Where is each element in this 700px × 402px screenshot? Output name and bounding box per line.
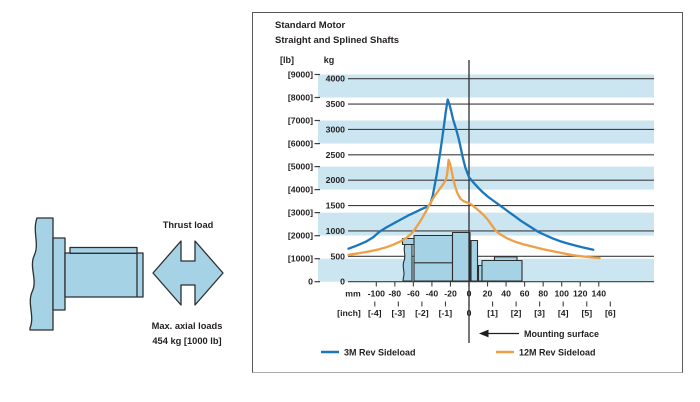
- svg-text:80: 80: [538, 289, 548, 299]
- svg-text:120: 120: [573, 289, 588, 299]
- kg-gridlines: [348, 78, 654, 283]
- svg-text:[4]: [4]: [558, 308, 569, 318]
- svg-text:1000: 1000: [326, 226, 345, 236]
- curve-12m-rev-sideload: [347, 158, 601, 260]
- svg-text:[lb]: [lb]: [280, 55, 294, 65]
- svg-text:[-1]: [-1]: [439, 308, 453, 318]
- svg-text:[4000]: [4000]: [288, 185, 313, 195]
- max-axial-loads-label: Max. axial loads: [151, 321, 223, 331]
- svg-text:-80: -80: [389, 289, 402, 299]
- motor-side-view-drawing: [29, 217, 224, 331]
- motor-mount-plate: [402, 243, 413, 282]
- x-axis-inch: [-4][-3][-2][-1]0[1][2][3][4][5][6][inch…: [337, 301, 616, 318]
- svg-text:[-3]: [-3]: [392, 308, 406, 318]
- svg-text:2000: 2000: [326, 175, 345, 185]
- svg-text:[5]: [5]: [581, 308, 592, 318]
- svg-text:[8000]: [8000]: [288, 93, 313, 103]
- motor-shaft: [481, 259, 523, 282]
- svg-text:-100: -100: [368, 289, 386, 299]
- svg-text:-20: -20: [444, 289, 457, 299]
- svg-text:[2]: [2]: [511, 308, 522, 318]
- curve-3m-rev-sideload: [347, 98, 595, 251]
- svg-text:12M Rev Sideload: 12M Rev Sideload: [519, 348, 596, 358]
- motor-shaft-key: [493, 256, 518, 262]
- motor-wall-plate: [29, 217, 54, 331]
- motor-flange-bar: [470, 239, 479, 282]
- svg-text:[1]: [1]: [487, 308, 498, 318]
- chart-title-line1: Standard Motor: [275, 20, 346, 31]
- svg-text:140: 140: [592, 289, 607, 299]
- svg-text:3000: 3000: [326, 124, 345, 134]
- svg-text:[6000]: [6000]: [288, 139, 313, 149]
- svg-text:4000: 4000: [326, 74, 345, 84]
- motor-cross-section: [401, 231, 523, 282]
- motor-flange: [52, 237, 66, 311]
- svg-text:1500: 1500: [326, 201, 345, 211]
- motor-bearing-housing: [451, 231, 471, 282]
- svg-text:0: 0: [340, 277, 345, 287]
- svg-text:[3000]: [3000]: [288, 208, 313, 218]
- x-axis-mm: -100-80-60-40-20020406080100120140mm: [345, 282, 606, 299]
- thrust-load-label: Thrust load: [162, 220, 214, 230]
- svg-text:40: 40: [501, 289, 511, 299]
- svg-text:[5000]: [5000]: [288, 162, 313, 172]
- legend: 3M Rev Sideload 12M Rev Sideload: [321, 348, 596, 358]
- svg-text:[2000]: [2000]: [288, 231, 313, 241]
- svg-text:Mounting surface: Mounting surface: [524, 329, 599, 339]
- svg-text:[9000]: [9000]: [288, 70, 313, 80]
- thrust-load-illustration: Thrust load Max. axial loads 454 kg [100…: [0, 0, 250, 402]
- motor-housing: [413, 234, 454, 282]
- thrust-load-double-arrow: [152, 240, 224, 306]
- svg-text:[1000]: [1000]: [288, 254, 313, 264]
- svg-text:[3]: [3]: [534, 308, 545, 318]
- svg-text:60: 60: [520, 289, 530, 299]
- max-axial-loads-value: 454 kg [1000 lb]: [152, 336, 222, 346]
- svg-text:500: 500: [331, 251, 346, 261]
- svg-text:[-2]: [-2]: [415, 308, 429, 318]
- y-axis-labels: 0 500 1000 1500 2000 2500 3000 3500 4000 0 [1000] […: [280, 55, 345, 287]
- svg-text:-60: -60: [407, 289, 420, 299]
- svg-text:[-4]: [-4]: [368, 308, 382, 318]
- svg-text:2500: 2500: [326, 150, 345, 160]
- svg-text:[6]: [6]: [605, 308, 616, 318]
- chart-title-line2: Straight and Splined Shafts: [275, 35, 400, 46]
- svg-text:3500: 3500: [326, 99, 345, 109]
- svg-text:3M Rev Sideload: 3M Rev Sideload: [344, 348, 416, 358]
- sideload-chart: 0 500 1000 1500 2000 2500 3000 3500 4000 0 [1000] […: [280, 55, 654, 358]
- svg-text:20: 20: [483, 289, 493, 299]
- mounting-surface-annotation: Mounting surface: [479, 329, 599, 339]
- motor-body: [64, 252, 144, 298]
- svg-text:mm: mm: [345, 289, 361, 299]
- left-arrowhead-icon: [479, 329, 489, 338]
- svg-text:[inch]: [inch]: [337, 308, 361, 318]
- svg-text:100: 100: [554, 289, 569, 299]
- svg-text:0: 0: [308, 277, 313, 287]
- lb-band-stripes: [318, 74, 654, 282]
- svg-text:kg: kg: [324, 55, 335, 65]
- svg-text:-40: -40: [426, 289, 439, 299]
- motor-top-strip: [69, 246, 138, 254]
- svg-text:[7000]: [7000]: [288, 116, 313, 126]
- chart-panel: Standard Motor Straight and Splined Shaf…: [252, 12, 683, 373]
